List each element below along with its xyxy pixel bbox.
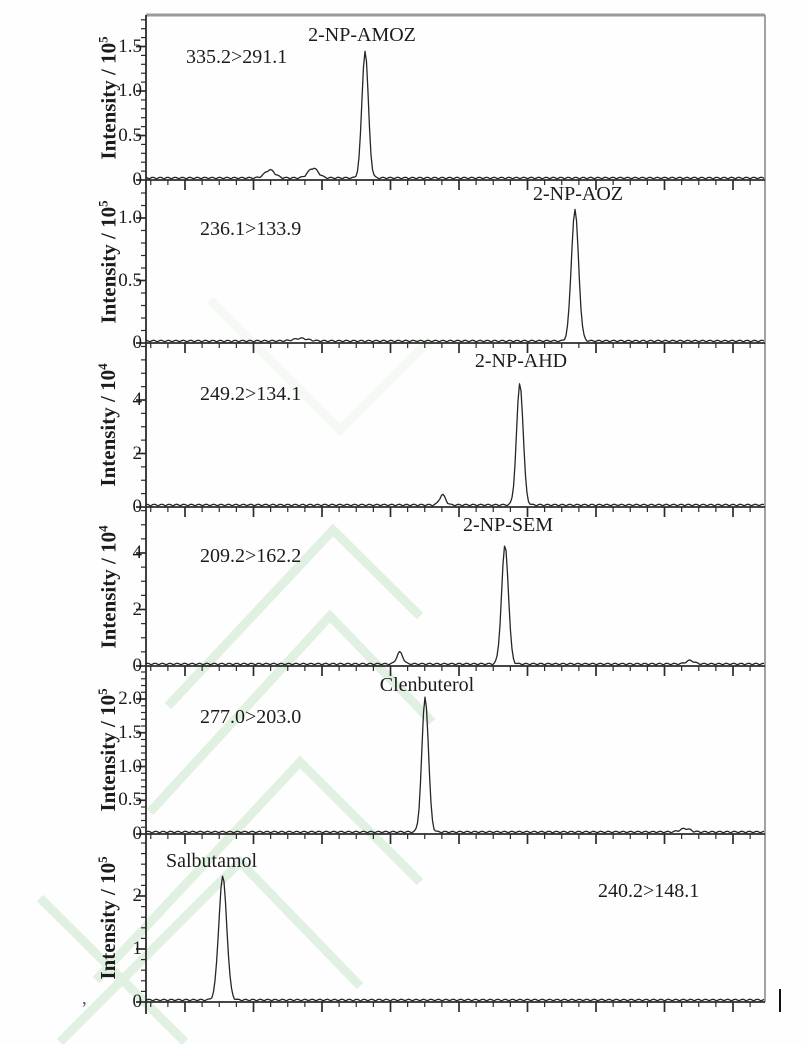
y-tick-label: 1.5 [118,721,142,743]
compound-label: Clenbuterol [379,674,475,696]
transition-label: 249.2>134.1 [200,383,302,405]
y-tick-label: 0.5 [118,789,142,811]
transition-label: 209.2>162.2 [200,545,302,567]
compound-label: 2-NP-AMOZ [308,24,416,46]
y-axis-label: Intensity / 105 [95,199,120,324]
transition-label: 335.2>291.1 [186,46,288,68]
y-tick-label: 0 [132,991,143,1012]
y-tick-label: 2 [132,885,143,906]
y-tick-label: 2 [132,598,143,620]
transition-label: 240.2>148.1 [598,880,700,902]
compound-label: 2-NP-SEM [462,514,553,536]
y-tick-label: 0.5 [118,124,142,146]
y-tick-label: 1.0 [118,80,142,101]
y-tick-label: 2 [132,442,143,464]
text-cursor-mark [779,989,781,1012]
transition-label: 236.1>133.9 [200,218,302,240]
y-tick-label: 1.5 [118,35,142,57]
y-tick-label: 1.0 [118,207,142,228]
stray-mark: , [82,988,87,1009]
y-tick-label: 1.0 [118,755,142,777]
y-axis-label: Intensity / 104 [95,363,120,487]
y-tick-label: 2.0 [118,688,142,709]
y-tick-label: 0.5 [118,269,142,291]
y-tick-label: 0 [132,496,143,517]
y-axis-label: Intensity / 104 [95,524,120,649]
y-tick-label: 1 [132,938,143,959]
y-tick-label: 4 [132,389,143,410]
y-tick-label: 0 [132,823,143,844]
transition-label: 277.0>203.0 [200,706,302,728]
y-tick-label: 0 [132,169,143,190]
y-tick-label: 0 [132,655,143,676]
y-tick-label: 0 [132,332,143,353]
y-tick-label: 4 [132,542,143,563]
compound-label: 2-NP-AHD [474,350,568,372]
compound-label: Salbutamol [166,850,258,872]
y-axis-label: Intensity / 105 [95,856,120,980]
compound-label: 2-NP-AOZ [533,183,623,205]
